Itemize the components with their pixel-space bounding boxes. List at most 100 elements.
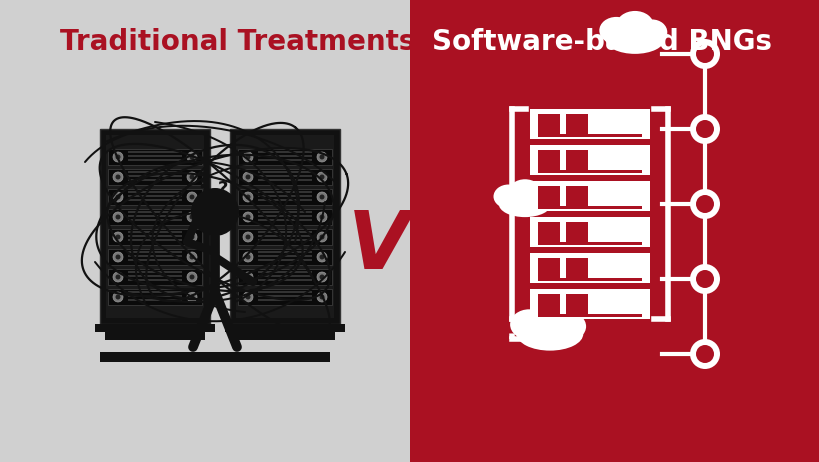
Circle shape bbox=[187, 152, 197, 162]
Circle shape bbox=[242, 272, 253, 282]
Text: ?: ? bbox=[197, 172, 209, 192]
Circle shape bbox=[319, 214, 324, 219]
Bar bbox=[128, 179, 182, 181]
Circle shape bbox=[113, 292, 123, 302]
Circle shape bbox=[187, 272, 197, 282]
Circle shape bbox=[187, 192, 197, 202]
Ellipse shape bbox=[509, 309, 547, 340]
Bar bbox=[258, 239, 311, 241]
Circle shape bbox=[245, 235, 250, 239]
Bar bbox=[108, 249, 201, 265]
Bar bbox=[258, 299, 311, 301]
Circle shape bbox=[189, 255, 194, 260]
Circle shape bbox=[113, 172, 123, 182]
Bar bbox=[128, 275, 182, 277]
Circle shape bbox=[189, 294, 194, 299]
Bar bbox=[537, 278, 641, 281]
Bar bbox=[258, 291, 311, 293]
Circle shape bbox=[242, 232, 253, 242]
Bar bbox=[128, 239, 182, 241]
Bar bbox=[565, 186, 587, 206]
Bar bbox=[258, 199, 311, 201]
Circle shape bbox=[113, 192, 123, 202]
Bar bbox=[258, 235, 311, 237]
Circle shape bbox=[242, 252, 253, 262]
Bar bbox=[258, 271, 311, 273]
Bar bbox=[100, 129, 210, 324]
Circle shape bbox=[245, 195, 250, 200]
Circle shape bbox=[187, 212, 197, 222]
Circle shape bbox=[245, 175, 250, 180]
Bar bbox=[537, 114, 559, 134]
Bar bbox=[128, 251, 182, 253]
Circle shape bbox=[317, 212, 327, 222]
Bar bbox=[128, 151, 182, 153]
Circle shape bbox=[317, 172, 327, 182]
Bar bbox=[108, 229, 201, 245]
Circle shape bbox=[189, 154, 194, 159]
Circle shape bbox=[245, 294, 250, 299]
Circle shape bbox=[115, 235, 120, 239]
Circle shape bbox=[113, 212, 123, 222]
Bar bbox=[128, 231, 182, 233]
Bar bbox=[238, 229, 332, 245]
Circle shape bbox=[319, 294, 324, 299]
Circle shape bbox=[115, 294, 120, 299]
Circle shape bbox=[187, 252, 197, 262]
Bar bbox=[128, 171, 182, 173]
Bar bbox=[565, 114, 587, 134]
Bar bbox=[238, 169, 332, 185]
Circle shape bbox=[191, 188, 238, 236]
Bar bbox=[108, 209, 201, 225]
Bar bbox=[238, 249, 332, 265]
Bar bbox=[128, 259, 182, 261]
Bar bbox=[537, 134, 641, 137]
Circle shape bbox=[115, 274, 120, 280]
Bar bbox=[238, 189, 332, 205]
Circle shape bbox=[189, 235, 194, 239]
Ellipse shape bbox=[508, 179, 541, 205]
Circle shape bbox=[115, 214, 120, 219]
Bar bbox=[537, 222, 559, 242]
Bar bbox=[238, 149, 332, 165]
Text: Software-based BNGs: Software-based BNGs bbox=[432, 28, 771, 56]
Bar bbox=[258, 275, 311, 277]
Circle shape bbox=[319, 255, 324, 260]
Bar bbox=[258, 179, 311, 181]
Bar bbox=[565, 294, 587, 314]
Circle shape bbox=[242, 212, 253, 222]
Circle shape bbox=[319, 274, 324, 280]
Ellipse shape bbox=[528, 303, 570, 335]
Text: ?: ? bbox=[218, 180, 228, 198]
Bar bbox=[128, 155, 182, 157]
Circle shape bbox=[317, 232, 327, 242]
Bar bbox=[128, 271, 182, 273]
Bar bbox=[258, 279, 311, 281]
Bar bbox=[537, 242, 641, 245]
Circle shape bbox=[245, 255, 250, 260]
Bar bbox=[100, 352, 329, 362]
Text: VS: VS bbox=[347, 208, 468, 286]
Bar bbox=[106, 135, 204, 318]
Bar bbox=[108, 269, 201, 285]
Bar bbox=[529, 253, 649, 283]
Bar bbox=[537, 314, 641, 317]
Circle shape bbox=[689, 339, 719, 369]
Bar bbox=[128, 195, 182, 197]
Bar bbox=[128, 159, 182, 161]
Circle shape bbox=[242, 172, 253, 182]
Bar bbox=[128, 191, 182, 193]
Bar bbox=[128, 299, 182, 301]
Bar bbox=[258, 171, 311, 173]
Circle shape bbox=[317, 252, 327, 262]
Bar bbox=[565, 222, 587, 242]
Bar bbox=[258, 259, 311, 261]
Circle shape bbox=[189, 195, 194, 200]
Circle shape bbox=[245, 274, 250, 280]
Ellipse shape bbox=[551, 312, 586, 340]
Bar bbox=[537, 150, 559, 170]
Bar bbox=[108, 169, 201, 185]
Bar bbox=[128, 291, 182, 293]
Bar bbox=[238, 289, 332, 305]
Bar bbox=[258, 151, 311, 153]
